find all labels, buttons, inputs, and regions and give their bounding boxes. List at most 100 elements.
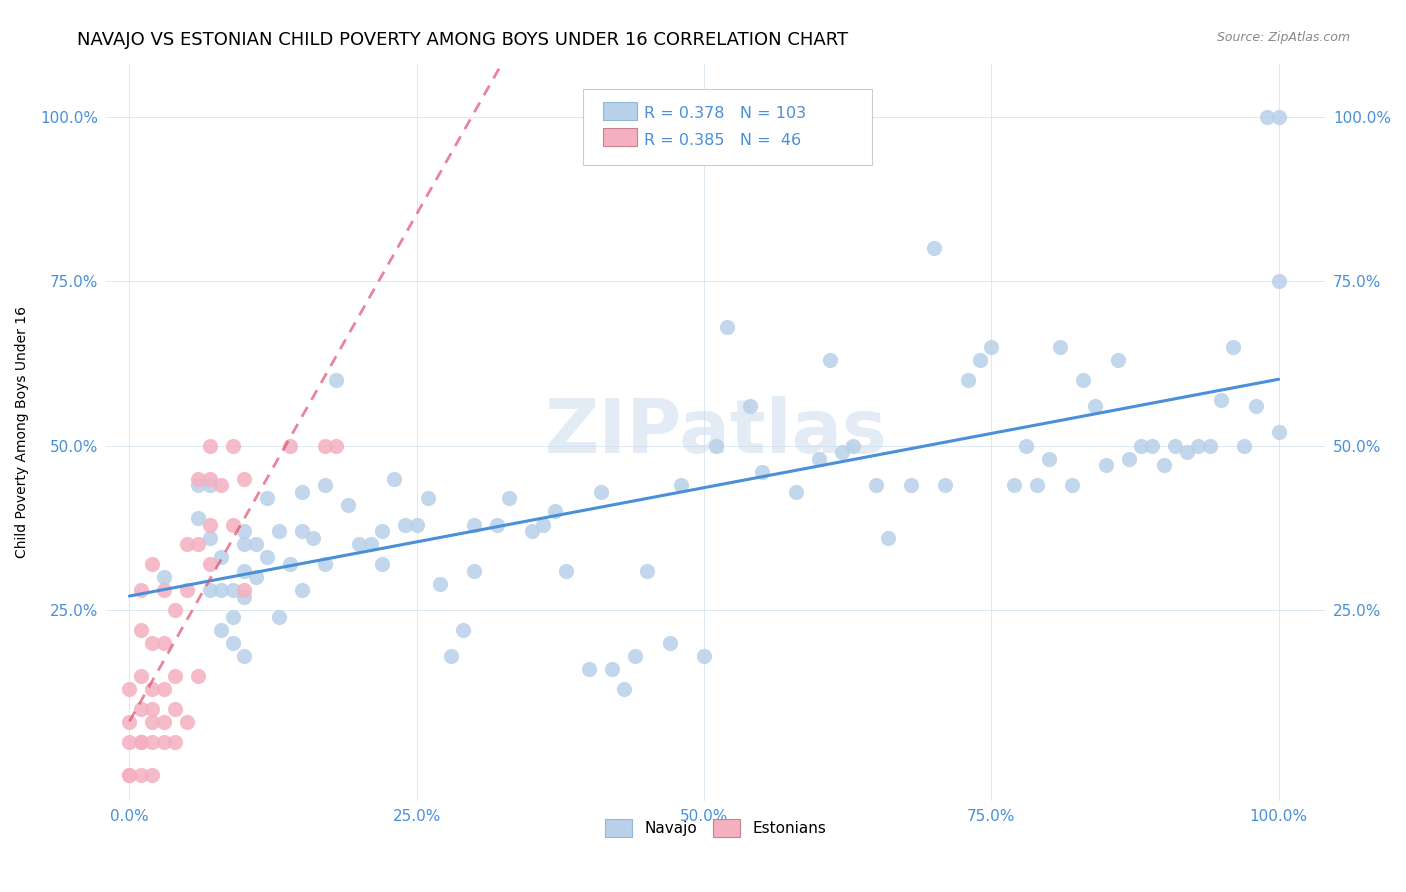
Point — [877, 531, 900, 545]
Point — [738, 399, 761, 413]
Point — [371, 557, 394, 571]
Point — [141, 557, 163, 571]
Point — [1026, 478, 1049, 492]
Point — [118, 767, 141, 781]
Point — [1267, 425, 1289, 440]
Point — [842, 439, 865, 453]
Point — [1267, 274, 1289, 288]
Point — [256, 550, 278, 565]
Point — [233, 537, 256, 551]
Point — [349, 537, 371, 551]
Point — [1267, 110, 1289, 124]
Point — [371, 524, 394, 538]
Point — [336, 498, 359, 512]
Point — [141, 702, 163, 716]
Point — [382, 471, 405, 485]
Point — [153, 681, 176, 696]
Point — [233, 583, 256, 598]
Point — [233, 590, 256, 604]
Point — [165, 669, 187, 683]
Point — [1038, 451, 1060, 466]
Point — [531, 517, 554, 532]
Point — [278, 439, 301, 453]
Point — [222, 636, 245, 650]
Point — [129, 623, 152, 637]
Point — [118, 681, 141, 696]
Point — [233, 471, 256, 485]
Point — [291, 524, 314, 538]
Point — [1107, 353, 1129, 368]
Point — [129, 702, 152, 716]
Text: ZIPatlas: ZIPatlas — [544, 396, 887, 469]
Point — [1187, 439, 1209, 453]
Point — [543, 504, 565, 518]
Point — [429, 576, 451, 591]
Point — [1095, 458, 1118, 473]
Point — [807, 451, 830, 466]
Point — [1129, 439, 1152, 453]
Point — [785, 484, 807, 499]
Point — [589, 484, 612, 499]
Point — [1071, 373, 1094, 387]
Point — [176, 714, 198, 729]
Point — [245, 570, 267, 584]
Point — [669, 478, 692, 492]
Point — [1002, 478, 1025, 492]
Point — [578, 662, 600, 676]
Point — [704, 439, 727, 453]
Point — [624, 649, 647, 664]
Point — [153, 734, 176, 748]
Point — [1049, 340, 1071, 354]
Point — [658, 636, 681, 650]
Point — [934, 478, 956, 492]
Point — [129, 734, 152, 748]
Point — [129, 583, 152, 598]
Point — [751, 465, 773, 479]
Point — [118, 734, 141, 748]
Point — [141, 734, 163, 748]
Point — [520, 524, 543, 538]
Point — [291, 484, 314, 499]
Point — [187, 478, 209, 492]
Point — [1256, 110, 1278, 124]
Point — [187, 511, 209, 525]
Point — [222, 583, 245, 598]
Point — [141, 714, 163, 729]
Point — [198, 557, 221, 571]
Point — [153, 636, 176, 650]
Point — [129, 767, 152, 781]
Point — [153, 583, 176, 598]
Point — [486, 517, 509, 532]
Point — [394, 517, 416, 532]
Point — [291, 583, 314, 598]
Point — [267, 524, 290, 538]
Point — [820, 353, 842, 368]
Point — [1153, 458, 1175, 473]
Point — [187, 669, 209, 683]
Point — [256, 491, 278, 506]
Point — [118, 767, 141, 781]
Y-axis label: Child Poverty Among Boys Under 16: Child Poverty Among Boys Under 16 — [15, 307, 30, 558]
Point — [198, 478, 221, 492]
Point — [176, 537, 198, 551]
Legend: Navajo, Estonians: Navajo, Estonians — [598, 811, 834, 845]
Point — [360, 537, 382, 551]
Point — [693, 649, 716, 664]
Point — [957, 373, 980, 387]
Point — [153, 714, 176, 729]
Point — [233, 524, 256, 538]
Point — [1084, 399, 1107, 413]
Point — [325, 373, 347, 387]
Point — [176, 583, 198, 598]
Text: R = 0.385   N =  46: R = 0.385 N = 46 — [644, 133, 801, 148]
Point — [440, 649, 463, 664]
Point — [498, 491, 520, 506]
Point — [463, 517, 485, 532]
Point — [267, 609, 290, 624]
Point — [314, 557, 336, 571]
Point — [198, 471, 221, 485]
Point — [1060, 478, 1083, 492]
Point — [233, 649, 256, 664]
Point — [198, 583, 221, 598]
Point — [325, 439, 347, 453]
